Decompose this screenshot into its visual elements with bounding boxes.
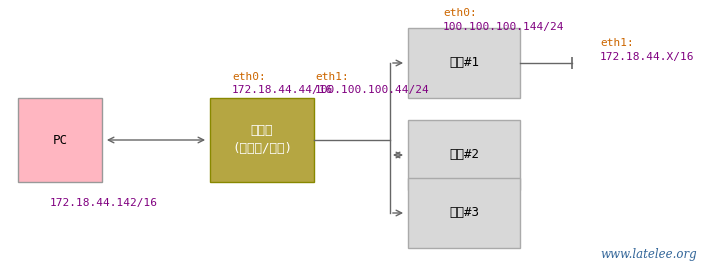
Text: 工作站
(服务器/网关): 工作站 (服务器/网关) bbox=[232, 124, 292, 156]
Text: 设备#2: 设备#2 bbox=[449, 148, 479, 161]
Bar bbox=[408, 178, 520, 248]
Bar bbox=[210, 98, 314, 182]
Text: 100.100.100.144/24: 100.100.100.144/24 bbox=[443, 22, 565, 32]
Text: eth1:: eth1: bbox=[315, 72, 349, 82]
Text: 设备#3: 设备#3 bbox=[449, 207, 479, 220]
Text: PC: PC bbox=[52, 133, 68, 147]
Text: 设备#1: 设备#1 bbox=[449, 56, 479, 69]
Bar bbox=[408, 28, 520, 98]
Text: eth0:: eth0: bbox=[443, 8, 477, 18]
Text: eth1:: eth1: bbox=[600, 38, 634, 48]
Text: eth0:: eth0: bbox=[232, 72, 265, 82]
Text: 172.18.44.142/16: 172.18.44.142/16 bbox=[50, 198, 158, 208]
Text: 100.100.100.44/24: 100.100.100.44/24 bbox=[315, 85, 430, 95]
Text: 172.18.44.X/16: 172.18.44.X/16 bbox=[600, 52, 695, 62]
Text: www.latelee.org: www.latelee.org bbox=[600, 248, 697, 261]
Bar bbox=[408, 120, 520, 190]
Bar bbox=[18, 98, 102, 182]
Text: 172.18.44.44/16: 172.18.44.44/16 bbox=[232, 85, 333, 95]
